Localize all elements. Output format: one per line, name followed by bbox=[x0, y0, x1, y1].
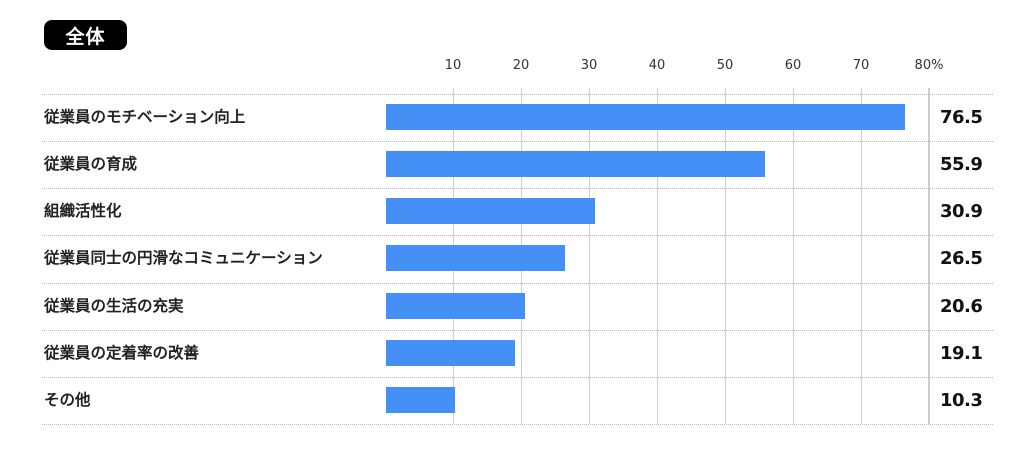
category-label: 従業員の生活の充実 bbox=[44, 297, 184, 315]
data-bar bbox=[386, 198, 595, 224]
data-bar bbox=[386, 104, 905, 130]
axis-tick-label: 40 bbox=[648, 58, 666, 73]
chart-row: 従業員同士の円滑なコミュニケーション 26.5 bbox=[0, 235, 1024, 282]
row-separator bbox=[42, 283, 993, 284]
value-label: 76.5 bbox=[940, 107, 983, 128]
grid-line bbox=[793, 88, 794, 425]
data-bar bbox=[386, 151, 765, 177]
category-label: 従業員の育成 bbox=[44, 155, 138, 173]
grid-line bbox=[928, 88, 930, 425]
row-separator bbox=[42, 235, 993, 236]
category-label: 従業員同士の円滑なコミュニケーション bbox=[44, 249, 323, 267]
axis-tick-label: 50 bbox=[716, 58, 734, 73]
grid-line bbox=[657, 88, 658, 425]
data-bar bbox=[386, 293, 525, 319]
chart-row: その他 10.3 bbox=[0, 377, 1024, 424]
grid-line bbox=[725, 88, 726, 425]
row-separator bbox=[42, 188, 993, 189]
axis-tick-label: 20 bbox=[512, 58, 530, 73]
category-label: 従業員の定着率の改善 bbox=[44, 344, 200, 362]
value-label: 30.9 bbox=[940, 201, 983, 222]
chart-row: 従業員の育成 55.9 bbox=[0, 141, 1024, 188]
grid-line bbox=[589, 88, 590, 425]
data-bar bbox=[386, 387, 455, 413]
row-separator bbox=[42, 141, 993, 142]
row-separator bbox=[42, 330, 993, 331]
chart-row: 従業員のモチベーション向上 76.5 bbox=[0, 94, 1024, 141]
data-bar bbox=[386, 245, 565, 271]
category-label: その他 bbox=[44, 391, 91, 409]
row-separator bbox=[42, 424, 993, 425]
axis-tick-label: 70 bbox=[852, 58, 870, 73]
row-separator bbox=[42, 94, 993, 95]
value-label: 19.1 bbox=[940, 343, 983, 364]
grid-line bbox=[861, 88, 862, 425]
value-label: 10.3 bbox=[940, 390, 983, 411]
value-label: 20.6 bbox=[940, 296, 983, 317]
chart-row: 従業員の定着率の改善 19.1 bbox=[0, 330, 1024, 377]
axis-tick-label: 10 bbox=[444, 58, 462, 73]
value-label: 26.5 bbox=[940, 248, 983, 269]
chart-row: 組織活性化 30.9 bbox=[0, 188, 1024, 235]
segment-badge: 全体 bbox=[44, 20, 127, 50]
value-label: 55.9 bbox=[940, 154, 983, 175]
axis-tick-label: 60 bbox=[784, 58, 802, 73]
row-separator bbox=[42, 377, 993, 378]
axis-tick-label: 30 bbox=[580, 58, 598, 73]
data-bar bbox=[386, 340, 515, 366]
axis-tick-label: 80% bbox=[914, 58, 944, 73]
category-label: 従業員のモチベーション向上 bbox=[44, 108, 246, 126]
category-label: 組織活性化 bbox=[44, 202, 122, 220]
chart-row: 従業員の生活の充実 20.6 bbox=[0, 283, 1024, 330]
